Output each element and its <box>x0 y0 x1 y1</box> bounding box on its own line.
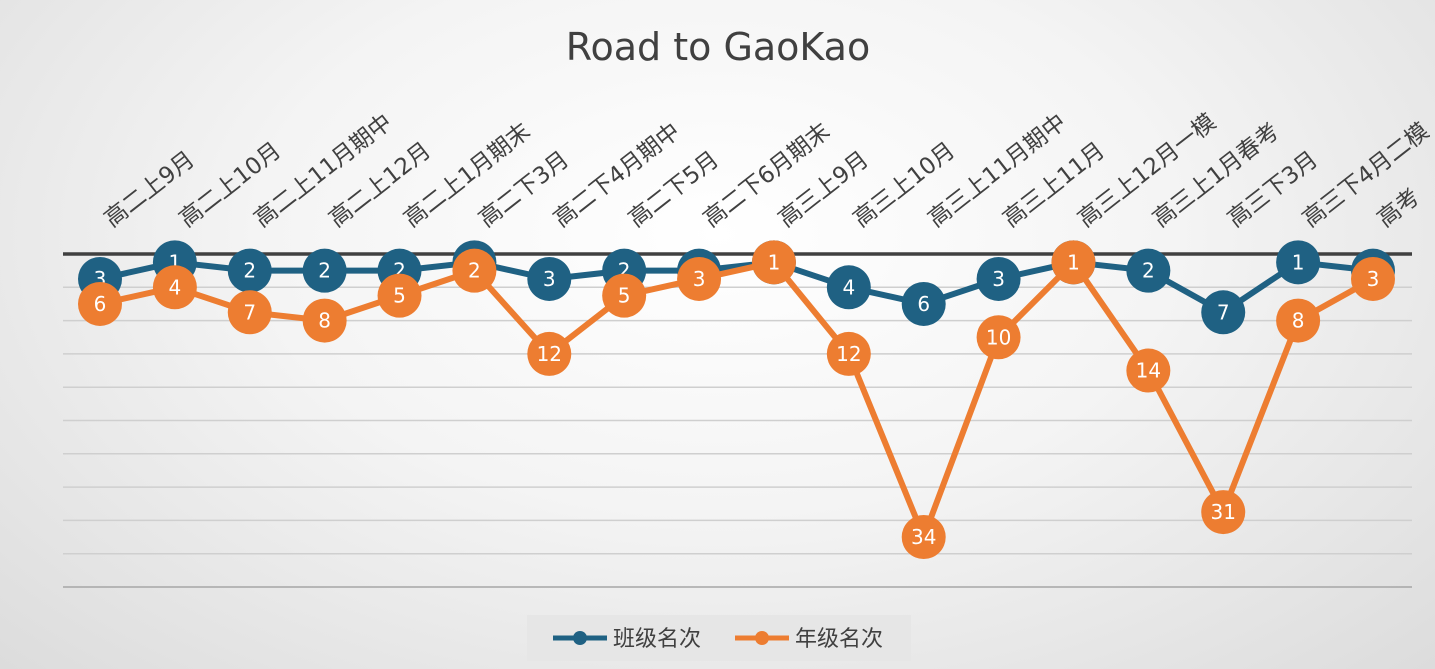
data-point <box>227 290 272 335</box>
data-point <box>1126 248 1171 293</box>
data-point <box>377 273 422 318</box>
data-point <box>602 273 647 318</box>
legend-item-class-rank: 班级名次 <box>553 627 701 652</box>
category-label: 高二上1月期末 <box>399 118 535 232</box>
data-point <box>826 331 871 376</box>
legend-swatch-marker <box>573 631 587 645</box>
data-point <box>1126 348 1171 393</box>
data-label: 3 <box>693 267 706 291</box>
chart-title: Road to GaoKao <box>566 25 870 69</box>
data-label: 5 <box>393 284 406 308</box>
data-label: 4 <box>842 275 855 299</box>
category-label: 高考 <box>1373 184 1425 233</box>
data-point <box>976 256 1021 301</box>
category-label: 高二下4月期中 <box>549 118 685 232</box>
data-label: 6 <box>94 292 107 316</box>
data-label: 1 <box>768 250 781 274</box>
data-point <box>527 256 572 301</box>
data-label: 7 <box>1217 300 1230 324</box>
legend-item-grade-rank: 年级名次 <box>735 627 883 652</box>
data-point <box>227 248 272 293</box>
data-label: 34 <box>911 525 936 549</box>
series-layer: 3122213221463127126478521253112341011431… <box>78 240 1395 560</box>
data-label: 1 <box>1067 250 1080 274</box>
data-label: 1 <box>1292 250 1305 274</box>
data-point <box>527 331 572 376</box>
data-point <box>976 315 1021 360</box>
data-label: 10 <box>986 325 1011 349</box>
category-label: 高三下4月二模 <box>1298 118 1434 232</box>
data-point <box>901 281 946 326</box>
legend-label: 班级名次 <box>613 627 701 652</box>
data-point <box>1276 298 1321 343</box>
data-point <box>152 265 197 310</box>
legend: 班级名次 年级名次 <box>527 615 911 661</box>
data-label: 5 <box>618 284 631 308</box>
legend-label: 年级名次 <box>795 627 883 652</box>
data-label: 2 <box>1142 259 1155 283</box>
data-point <box>302 298 347 343</box>
data-label: 8 <box>1292 309 1305 333</box>
data-point <box>302 248 347 293</box>
data-label: 3 <box>1367 267 1380 291</box>
data-label: 4 <box>169 275 182 299</box>
data-label: 3 <box>992 267 1005 291</box>
data-label: 12 <box>836 342 861 366</box>
data-point <box>901 515 946 560</box>
data-label: 8 <box>318 309 331 333</box>
data-label: 7 <box>243 300 256 324</box>
data-point <box>826 265 871 310</box>
data-label: 6 <box>917 292 930 316</box>
data-point <box>1201 290 1246 335</box>
data-point <box>751 240 796 285</box>
series-line <box>99 259 1375 541</box>
category-label: 高三上12月一模 <box>1073 109 1221 232</box>
data-point <box>78 281 122 326</box>
data-label: 31 <box>1211 500 1236 524</box>
data-point <box>1201 490 1246 535</box>
category-label: 高三上11月期中 <box>923 109 1071 232</box>
data-point <box>1051 240 1096 285</box>
data-point <box>677 256 722 301</box>
data-label: 2 <box>468 259 481 283</box>
category-label: 高二上11月期中 <box>249 109 397 232</box>
data-point <box>1351 256 1395 301</box>
data-label: 14 <box>1136 359 1161 383</box>
category-label: 高三上1月春考 <box>1148 118 1284 232</box>
data-point <box>452 248 497 293</box>
category-label: 高二下6月期末 <box>699 118 835 232</box>
data-label: 2 <box>243 259 256 283</box>
data-point <box>1276 240 1321 285</box>
category-labels: 高二上9月高二上10月高二上11月期中高二上12月高二上1月期末高二下3月高二下… <box>100 109 1434 232</box>
data-label: 3 <box>543 267 556 291</box>
data-label: 2 <box>318 259 331 283</box>
legend-swatch-marker <box>755 631 769 645</box>
gridlines <box>63 252 1412 588</box>
data-label: 12 <box>537 342 562 366</box>
